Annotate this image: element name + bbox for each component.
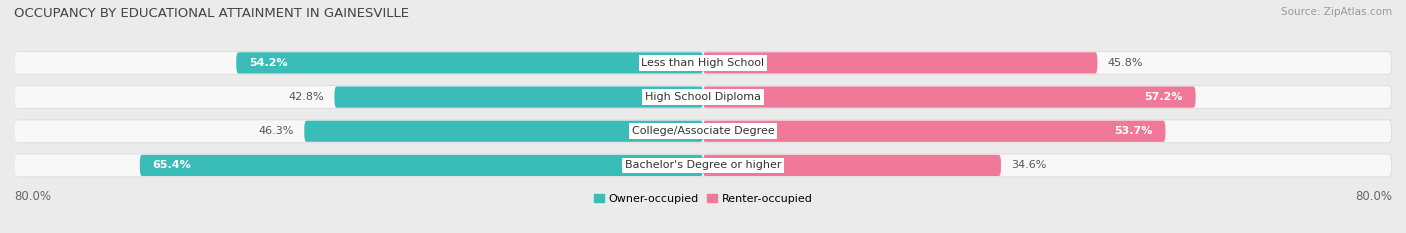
FancyBboxPatch shape [703,155,1001,176]
Text: 80.0%: 80.0% [1355,190,1392,203]
Text: 45.8%: 45.8% [1108,58,1143,68]
FancyBboxPatch shape [703,86,1195,108]
Text: 54.2%: 54.2% [249,58,288,68]
Text: 46.3%: 46.3% [259,126,294,136]
Text: 53.7%: 53.7% [1114,126,1153,136]
FancyBboxPatch shape [17,154,1392,177]
FancyBboxPatch shape [15,154,1391,176]
FancyBboxPatch shape [15,52,1391,74]
Text: 80.0%: 80.0% [14,190,51,203]
Text: 57.2%: 57.2% [1144,92,1182,102]
Text: Source: ZipAtlas.com: Source: ZipAtlas.com [1281,7,1392,17]
FancyBboxPatch shape [15,86,1391,108]
FancyBboxPatch shape [304,121,703,142]
FancyBboxPatch shape [17,51,1392,75]
FancyBboxPatch shape [236,52,703,73]
Text: Less than High School: Less than High School [641,58,765,68]
FancyBboxPatch shape [703,121,1166,142]
FancyBboxPatch shape [703,52,1098,73]
Text: 65.4%: 65.4% [153,161,191,170]
Text: Bachelor's Degree or higher: Bachelor's Degree or higher [624,161,782,170]
Text: OCCUPANCY BY EDUCATIONAL ATTAINMENT IN GAINESVILLE: OCCUPANCY BY EDUCATIONAL ATTAINMENT IN G… [14,7,409,20]
FancyBboxPatch shape [17,119,1392,143]
FancyBboxPatch shape [335,86,703,108]
Text: High School Diploma: High School Diploma [645,92,761,102]
FancyBboxPatch shape [15,120,1391,142]
Text: 42.8%: 42.8% [288,92,323,102]
FancyBboxPatch shape [139,155,703,176]
FancyBboxPatch shape [17,85,1392,109]
Text: College/Associate Degree: College/Associate Degree [631,126,775,136]
Legend: Owner-occupied, Renter-occupied: Owner-occupied, Renter-occupied [593,194,813,204]
Text: 34.6%: 34.6% [1011,161,1046,170]
